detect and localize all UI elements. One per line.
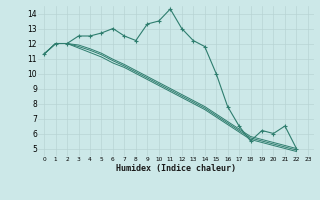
X-axis label: Humidex (Indice chaleur): Humidex (Indice chaleur): [116, 164, 236, 173]
